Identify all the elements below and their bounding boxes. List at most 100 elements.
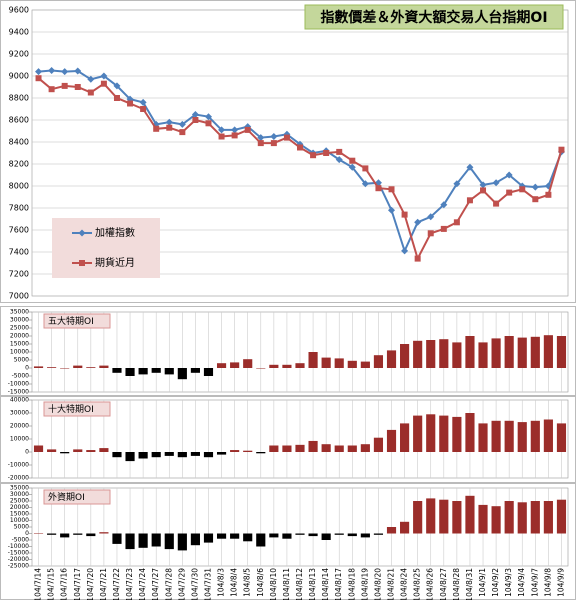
marker	[100, 72, 108, 80]
y-tick-label: 40000	[10, 397, 29, 404]
marker	[505, 171, 513, 179]
x-tick-label: 104/8/20	[373, 568, 382, 600]
marker	[35, 68, 43, 76]
x-tick-label: 104/8/12	[295, 568, 304, 600]
legend-label: 加權指數	[95, 226, 135, 239]
marker	[74, 84, 81, 90]
x-tick-label: 104/8/26	[426, 568, 435, 600]
marker	[139, 98, 147, 106]
y-tick-label: 8600	[9, 116, 29, 125]
bar	[360, 444, 370, 452]
marker	[348, 163, 356, 171]
bar	[203, 452, 214, 458]
y-tick-label: 20000	[10, 333, 29, 340]
bar	[321, 533, 331, 540]
marker	[453, 180, 461, 188]
bar	[203, 533, 214, 543]
bar	[413, 415, 423, 452]
marker	[257, 140, 264, 147]
y-tick-label: 35000	[10, 309, 29, 316]
bar	[177, 368, 187, 380]
bar	[465, 495, 475, 534]
x-tick-label: 104/8/27	[439, 568, 448, 600]
marker	[401, 247, 409, 255]
bar	[177, 452, 187, 458]
bar	[556, 499, 567, 534]
x-tick-label: 104/8/14	[321, 568, 330, 600]
bar	[99, 532, 109, 534]
x-tick-label: 104/8/11	[282, 568, 291, 600]
bar	[452, 342, 462, 368]
bar	[269, 364, 279, 368]
y-tick-label: 30000	[10, 317, 29, 324]
bar	[439, 415, 449, 452]
y-tick-label: -20000	[8, 556, 29, 563]
marker	[440, 201, 448, 209]
marker	[310, 152, 317, 159]
bar	[112, 452, 122, 458]
y-tick-label: 9000	[9, 72, 29, 81]
y-tick-label: -10000	[8, 543, 29, 550]
x-tick-label: 104/9/8	[543, 568, 552, 597]
bar	[491, 420, 501, 452]
bar	[504, 420, 514, 452]
bar	[256, 533, 266, 547]
x-tick-label: 104/7/27	[151, 568, 160, 600]
marker	[205, 120, 212, 127]
bar	[543, 335, 553, 368]
x-tick-label: 104/7/22	[112, 568, 121, 600]
y-tick-label: -15000	[8, 389, 29, 396]
y-tick-label: 5000	[14, 524, 29, 531]
bar	[164, 533, 174, 550]
bar	[360, 361, 370, 368]
bar	[112, 533, 122, 544]
marker	[87, 89, 94, 96]
marker	[297, 144, 303, 151]
bar	[413, 501, 423, 534]
title-box	[304, 4, 564, 30]
bar	[386, 527, 397, 534]
x-tick-label: 104/8/10	[269, 568, 278, 600]
panel-title-box	[43, 313, 111, 329]
x-tick-label: 104/9/7	[530, 568, 539, 597]
marker	[440, 225, 447, 232]
marker	[35, 75, 42, 82]
bar	[386, 350, 397, 368]
y-tick-label: 25000	[10, 325, 29, 332]
marker	[48, 86, 55, 93]
bar	[269, 533, 279, 538]
bar	[47, 533, 57, 535]
bar	[47, 449, 57, 452]
marker	[493, 200, 500, 207]
marker	[218, 126, 226, 134]
marker	[153, 125, 160, 132]
marker	[362, 165, 369, 172]
bar	[33, 533, 44, 534]
x-tick-label: 104/8/24	[400, 568, 409, 600]
marker	[388, 186, 395, 193]
bar	[73, 449, 83, 452]
bar	[243, 359, 253, 368]
bar	[530, 420, 540, 452]
legend-label: 期貨近月	[95, 256, 135, 269]
marker	[414, 255, 421, 262]
marker	[231, 132, 238, 139]
legend-marker	[79, 260, 85, 266]
y-tick-label: 0	[25, 530, 29, 537]
bar	[517, 502, 527, 534]
x-tick-label: 104/7/20	[86, 568, 95, 600]
panel-title-box	[43, 489, 111, 505]
y-tick-label: 15000	[10, 511, 29, 518]
bar	[452, 416, 462, 452]
bar	[86, 533, 96, 537]
marker	[74, 67, 82, 75]
y-tick-label: 0	[25, 449, 29, 456]
bar	[373, 533, 384, 535]
marker	[492, 179, 500, 187]
marker	[532, 196, 539, 203]
y-tick-label: 5000	[14, 357, 29, 364]
marker	[453, 219, 460, 226]
bar	[373, 437, 384, 452]
bar	[125, 533, 135, 550]
